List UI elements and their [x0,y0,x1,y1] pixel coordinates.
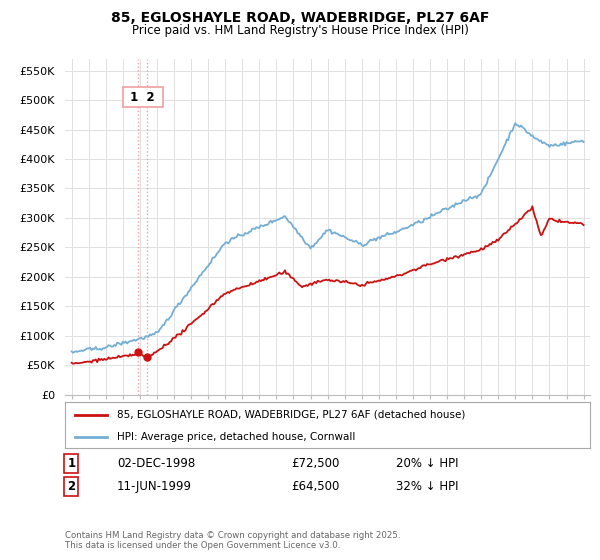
Text: 85, EGLOSHAYLE ROAD, WADEBRIDGE, PL27 6AF (detached house): 85, EGLOSHAYLE ROAD, WADEBRIDGE, PL27 6A… [118,410,466,420]
Text: £64,500: £64,500 [291,479,340,493]
Text: HPI: Average price, detached house, Cornwall: HPI: Average price, detached house, Corn… [118,432,356,441]
Text: 2: 2 [67,479,76,493]
Text: 02-DEC-1998: 02-DEC-1998 [117,457,195,470]
Text: 11-JUN-1999: 11-JUN-1999 [117,479,192,493]
Text: 85, EGLOSHAYLE ROAD, WADEBRIDGE, PL27 6AF: 85, EGLOSHAYLE ROAD, WADEBRIDGE, PL27 6A… [111,11,489,25]
Text: 32% ↓ HPI: 32% ↓ HPI [396,479,458,493]
Text: £72,500: £72,500 [291,457,340,470]
Text: 1  2: 1 2 [127,91,159,104]
Text: 20% ↓ HPI: 20% ↓ HPI [396,457,458,470]
Text: 1: 1 [67,457,76,470]
Text: Contains HM Land Registry data © Crown copyright and database right 2025.
This d: Contains HM Land Registry data © Crown c… [65,531,400,550]
Text: Price paid vs. HM Land Registry's House Price Index (HPI): Price paid vs. HM Land Registry's House … [131,24,469,36]
